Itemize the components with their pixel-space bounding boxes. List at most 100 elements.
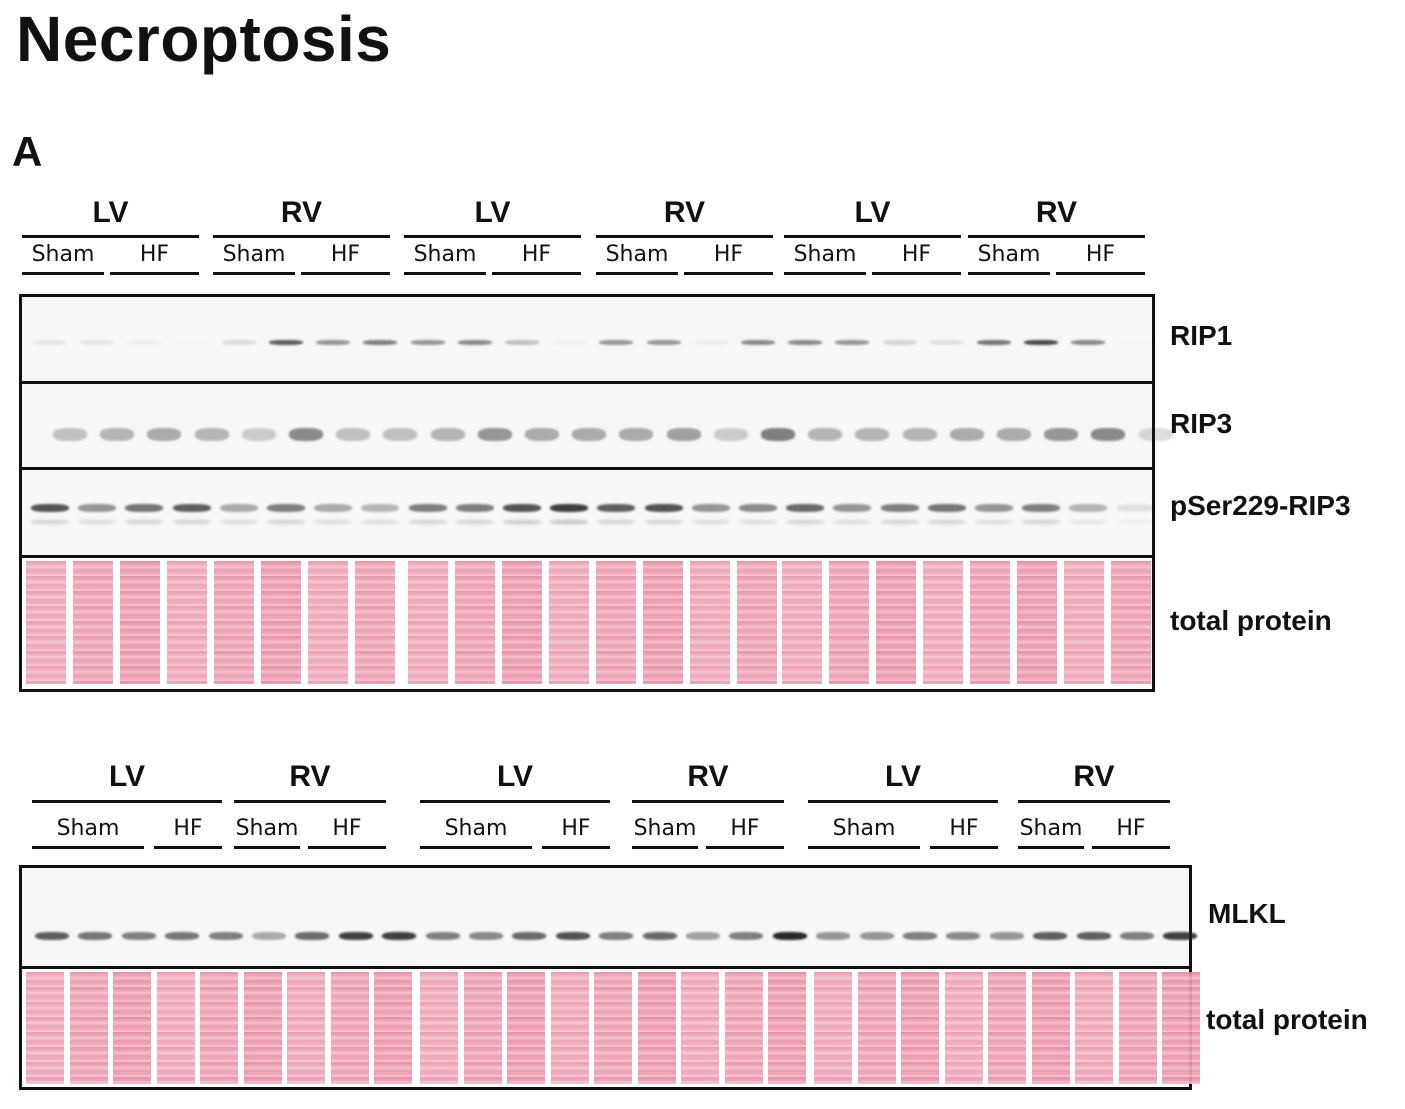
mlkl-band (295, 932, 330, 940)
stain2-lane (287, 972, 325, 1084)
rip1-band (363, 340, 398, 345)
bottom-blot-subgroup-label: Sham (832, 816, 896, 841)
stain1-lane (73, 561, 113, 684)
rip1-band (410, 340, 445, 345)
stain2-lane (156, 972, 195, 1084)
rip3-band (383, 428, 418, 441)
bottom-blot-group-underline (420, 800, 610, 803)
pser-band (786, 520, 825, 524)
bottom-blot-group-label: LV (496, 760, 534, 793)
pser-band (1022, 520, 1061, 524)
top-blot-subgroup-underline (872, 272, 961, 275)
stain2-lane (1118, 972, 1157, 1084)
stain1-lane (970, 561, 1010, 684)
divider-pser-total (22, 555, 1152, 558)
rip3-band (147, 428, 182, 441)
pser-band (361, 520, 400, 524)
pser-band (644, 504, 683, 512)
stain1-lane (1064, 561, 1104, 684)
row-label-pser229-rip3: pSer229-RIP3 (1170, 490, 1351, 521)
top-blot-subgroup-underline (213, 272, 295, 275)
bottom-blot-subgroup-label: HF (332, 816, 362, 841)
stain1-lane (261, 561, 301, 684)
mlkl-band (1163, 932, 1198, 940)
top-blot-group-underline (404, 235, 581, 238)
bottom-blot-subgroup-label: HF (173, 816, 203, 841)
top-blot-group-label: RV (663, 196, 706, 229)
bottom-blot-subgroup-label: HF (949, 816, 979, 841)
top-blot-subgroup-label: Sham (31, 242, 95, 267)
pser-band (78, 504, 117, 512)
bottom-total-protein-stain (22, 969, 1200, 1087)
bottom-blot-group-label: RV (1073, 760, 1115, 793)
figure-title: Necroptosis (16, 3, 392, 75)
pser-band (1069, 520, 1108, 524)
top-blot-subgroup-label: Sham (222, 242, 286, 267)
pser-band (1069, 504, 1108, 512)
stain1-lane (214, 561, 254, 684)
top-blot-subgroup-label: Sham (977, 242, 1041, 267)
bottom-blot-subgroup-label: Sham (56, 816, 120, 841)
stain1-lane (737, 561, 777, 684)
stain2-lane (681, 972, 719, 1084)
pser-band (691, 504, 730, 512)
mlkl-band (425, 932, 460, 940)
stain1-lane (923, 561, 963, 684)
rip1-band (175, 340, 209, 345)
top-blot-subgroup-underline (404, 272, 486, 275)
bottom-blot-group-underline (632, 800, 784, 803)
rip1-band (693, 340, 728, 345)
pser-band (219, 504, 258, 512)
panel-letter: A (12, 128, 43, 175)
stain1-lane (1017, 561, 1057, 684)
rip3-band (855, 428, 890, 441)
pser-band (314, 520, 353, 524)
rip3-band (194, 428, 229, 441)
top-total-protein-stain (22, 558, 1152, 689)
mlkl-band (729, 932, 764, 940)
stain2-lane (550, 972, 589, 1084)
pser-band (833, 504, 872, 512)
rip3-band (336, 428, 371, 441)
pser-band (455, 504, 494, 512)
bottom-blot-subgroup-label: HF (730, 816, 760, 841)
stain2-lane (200, 972, 238, 1084)
bottom-blot-group-label: LV (108, 760, 146, 793)
rip3-band (619, 428, 654, 441)
bottom-blot-subgroup-underline (308, 846, 386, 849)
pser-band (125, 520, 164, 524)
rip3-band (241, 428, 276, 441)
pser-band (880, 504, 919, 512)
bottom-blot-subgroup-underline (1092, 846, 1170, 849)
rip1-band (646, 340, 681, 345)
mlkl-band (78, 932, 113, 940)
pser-band (550, 520, 589, 524)
top-blot-subgroup-label: HF (713, 242, 744, 267)
stain2-lane (1031, 972, 1070, 1084)
rip1-band (788, 340, 823, 345)
rip1-band (882, 340, 917, 345)
rip1-blot (22, 297, 1152, 381)
bottom-blot-subgroup-label: HF (1116, 816, 1146, 841)
pser-band (739, 504, 777, 512)
rip3-band (997, 428, 1031, 441)
pser-band (31, 520, 69, 524)
pser-band (408, 520, 447, 524)
rip1-band (1119, 340, 1153, 345)
rip1-band (316, 340, 351, 345)
rip1-band (1024, 340, 1059, 345)
mlkl-band (772, 932, 807, 940)
pser229-rip3-blot (22, 470, 1155, 555)
mlkl-band (469, 932, 503, 940)
stain1-lane (596, 561, 636, 684)
rip3-band (808, 428, 843, 441)
row-label-total-protein-top: total protein (1170, 605, 1332, 636)
mlkl-band (1120, 932, 1154, 940)
pser-band (361, 504, 400, 512)
top-blot-group-underline (596, 235, 773, 238)
pser-band (550, 504, 589, 512)
bottom-blot-group-underline (1018, 800, 1170, 803)
stain1-lane (308, 561, 348, 684)
rip3-band (666, 428, 701, 441)
bottom-blot-subgroup-underline (234, 846, 300, 849)
